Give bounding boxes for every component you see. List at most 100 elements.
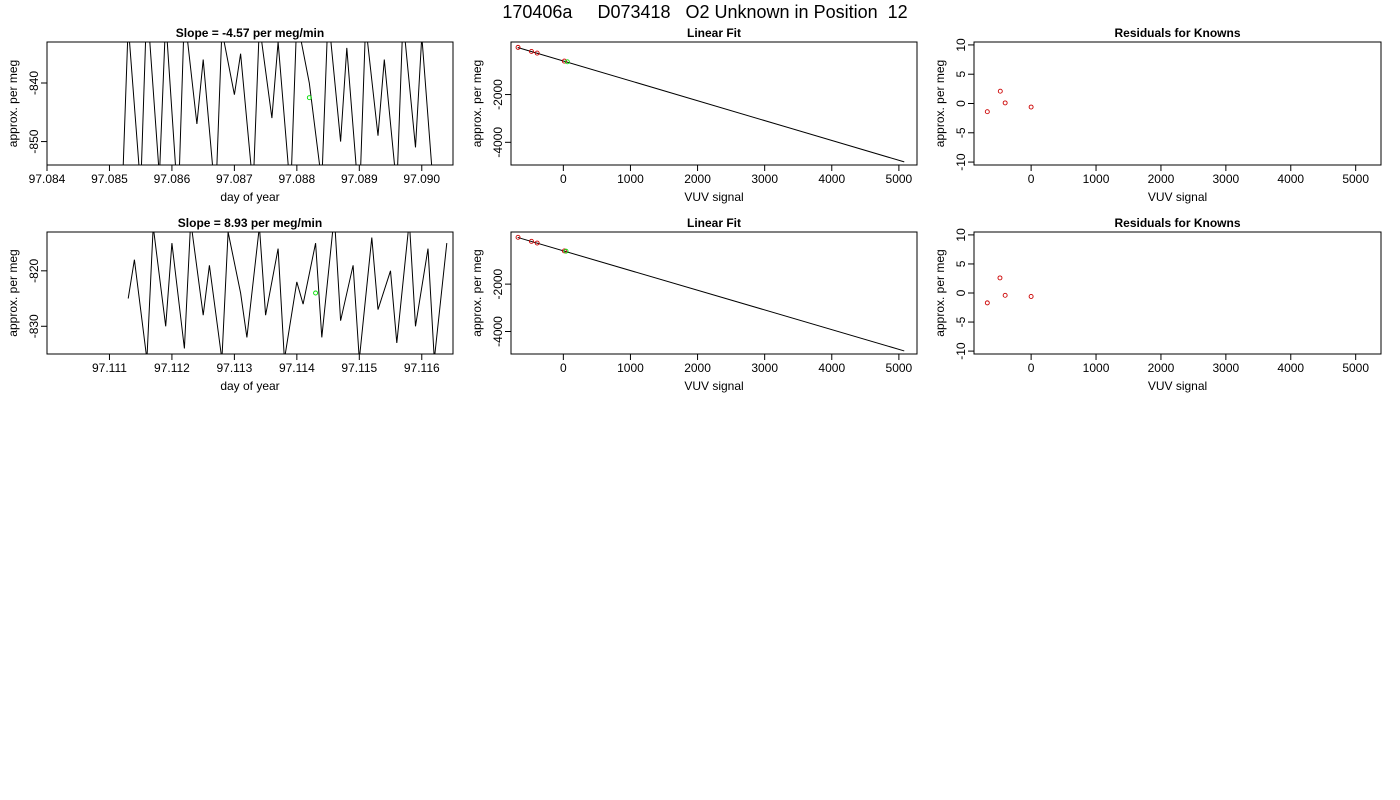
x-tick-label: 97.090: [403, 172, 440, 186]
y-tick-label: 5: [954, 260, 968, 267]
x-tick-label: 97.084: [29, 172, 66, 186]
x-tick-label: 1000: [1083, 172, 1110, 186]
known-point: [534, 240, 540, 246]
known-point: [1002, 100, 1008, 106]
x-tick-label: 3000: [1213, 172, 1240, 186]
known-point: [515, 234, 521, 240]
plot-frame: [46, 41, 454, 166]
panel-title: Linear Fit: [687, 26, 741, 40]
x-tick-label: 4000: [1277, 361, 1304, 375]
y-tick-label: -850: [27, 129, 41, 153]
y-tick-label: -2000: [491, 79, 505, 110]
plot-frame: [46, 231, 454, 355]
x-tick-label: 3000: [1213, 361, 1240, 375]
known-point: [997, 275, 1003, 281]
x-tick-label: 97.088: [278, 172, 315, 186]
y-tick-label: 0: [954, 289, 968, 296]
x-tick-label: 1000: [617, 361, 644, 375]
x-tick-label: 0: [1028, 361, 1035, 375]
panel-title: Slope = 8.93 per meg/min: [178, 216, 322, 230]
plot-data: [127, 232, 448, 354]
y-tick-label: -840: [27, 71, 41, 95]
x-tick-label: 97.113: [216, 361, 252, 375]
y-tick-label: -5: [954, 316, 968, 327]
x-tick-label: 5000: [1342, 361, 1369, 375]
known-point: [515, 44, 521, 50]
known-point: [984, 109, 990, 115]
panel-title: Residuals for Knowns: [1114, 216, 1240, 230]
plot-data: [515, 234, 905, 352]
x-axis-label: VUV signal: [684, 379, 743, 393]
chart-panel-6: Residuals for Knowns 0 1000 2000 3000 4000 500…: [933, 216, 1382, 393]
y-axis-label: approx. per meg: [933, 249, 947, 336]
chart-panel-4: Slope = 8.93 per meg/min 97.111 97.112 97.1…: [6, 216, 454, 393]
y-axis-label: approx. per meg: [933, 60, 947, 147]
plot-frame: [973, 231, 1382, 355]
x-tick-label: 97.085: [91, 172, 128, 186]
panel-title: Linear Fit: [687, 216, 741, 230]
x-axis-label: VUV signal: [1148, 190, 1207, 204]
x-axis-label: day of year: [220, 379, 279, 393]
known-point: [1028, 294, 1034, 299]
x-axis-label: day of year: [220, 190, 279, 204]
y-tick-label: -5: [954, 127, 968, 138]
x-tick-label: 97.115: [341, 361, 377, 375]
x-tick-label: 5000: [886, 172, 913, 186]
known-point: [561, 58, 567, 64]
x-tick-label: 97.087: [216, 172, 253, 186]
x-tick-label: 0: [560, 172, 567, 186]
x-tick-label: 2000: [1148, 361, 1175, 375]
y-tick-label: -10: [954, 153, 968, 171]
y-tick-label: 10: [954, 228, 968, 242]
x-tick-label: 1000: [1083, 361, 1110, 375]
unknown-point: [563, 248, 569, 254]
y-tick-label: -10: [954, 342, 968, 360]
y-axis-label: approx. per meg: [470, 249, 484, 336]
y-tick-label: -830: [27, 314, 41, 338]
x-tick-label: 4000: [818, 361, 845, 375]
y-tick-label: 5: [954, 71, 968, 78]
plot-data: [515, 44, 905, 163]
x-axis-label: VUV signal: [1148, 379, 1207, 393]
y-tick-label: 10: [954, 38, 968, 52]
x-tick-label: 4000: [818, 172, 845, 186]
unknown-point: [313, 290, 319, 296]
y-axis-label: approx. per meg: [6, 249, 20, 336]
panel-title: Residuals for Knowns: [1114, 26, 1240, 40]
known-point: [997, 88, 1003, 94]
x-axis-label: VUV signal: [684, 190, 743, 204]
unknown-point: [306, 95, 312, 101]
known-point: [1002, 292, 1008, 298]
y-tick-label: -820: [27, 258, 41, 282]
x-tick-label: 97.116: [404, 361, 440, 375]
y-tick-label: -4000: [491, 316, 505, 347]
fit-line: [517, 47, 905, 163]
y-axis-label: approx. per meg: [6, 60, 20, 147]
x-tick-label: 97.112: [154, 361, 190, 375]
x-tick-label: 0: [560, 361, 567, 375]
chart-panel-1: Slope = -4.57 per meg/min 97.084 97.085 97.…: [6, 26, 454, 204]
y-tick-label: -2000: [491, 268, 505, 299]
known-point: [529, 238, 534, 244]
x-tick-label: 97.086: [154, 172, 191, 186]
x-tick-label: 5000: [886, 361, 913, 375]
x-tick-label: 2000: [684, 361, 711, 375]
known-point: [534, 50, 540, 56]
plot-data: [122, 42, 433, 165]
unknown-point: [564, 59, 570, 65]
x-tick-label: 97.089: [341, 172, 378, 186]
plot-frame: [510, 41, 918, 166]
y-tick-label: -4000: [491, 127, 505, 158]
x-tick-label: 3000: [751, 172, 778, 186]
known-point: [1028, 104, 1034, 110]
x-tick-label: 2000: [1148, 172, 1175, 186]
data-series-line: [127, 232, 448, 354]
y-tick-label: 0: [954, 100, 968, 107]
plot-frame: [510, 231, 918, 355]
fit-line: [517, 236, 905, 352]
x-tick-label: 1000: [617, 172, 644, 186]
y-axis-label: approx. per meg: [470, 60, 484, 147]
plot-frame: [973, 41, 1382, 166]
page-title: 170406a D073418 O2 Unknown in Position 1…: [502, 2, 907, 22]
